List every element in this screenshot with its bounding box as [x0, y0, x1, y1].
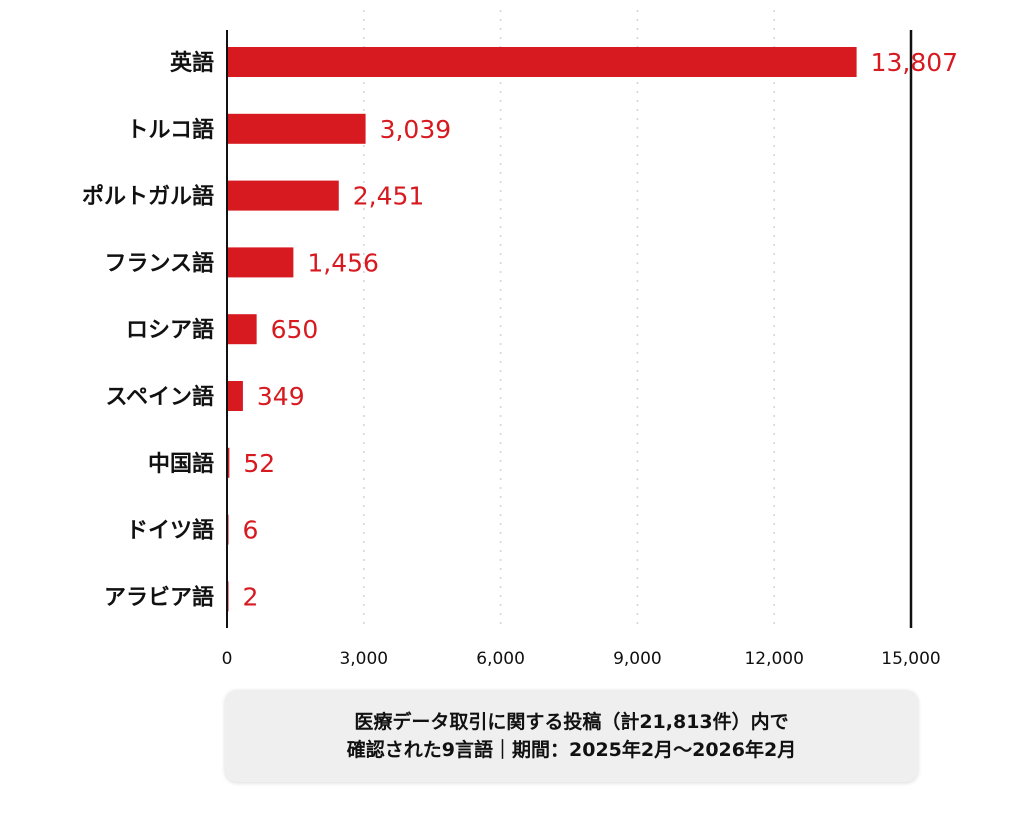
x-tick-label: 6,000	[476, 649, 525, 669]
value-label: 3,039	[380, 115, 452, 144]
category-label: ロシア語	[126, 317, 214, 343]
category-label: トルコ語	[126, 117, 214, 143]
x-tick-label: 12,000	[744, 649, 803, 669]
category-label: アラビア語	[104, 584, 214, 610]
axes	[226, 30, 913, 628]
value-label: 650	[271, 315, 319, 344]
caption-box: 医療データ取引に関する投稿（計21,813件）内で 確認された9言語｜期間：20…	[225, 690, 918, 782]
bars	[227, 47, 857, 612]
bar	[227, 113, 366, 144]
category-label: 英語	[170, 50, 214, 76]
category-label: 中国語	[148, 451, 214, 477]
bar	[227, 180, 339, 211]
value-label: 2,451	[353, 182, 425, 211]
category-label: ドイツ語	[126, 518, 214, 544]
value-label: 6	[243, 516, 259, 545]
category-label: スペイン語	[106, 384, 214, 410]
caption-line-1: 医療データ取引に関する投稿（計21,813件）内で	[354, 711, 789, 733]
bar	[227, 247, 294, 278]
caption-line-2: 確認された9言語｜期間：2025年2月〜2026年2月	[346, 739, 797, 761]
value-label: 1,456	[307, 248, 379, 277]
value-label: 52	[243, 449, 275, 478]
x-tick-label: 15,000	[881, 649, 940, 669]
bar	[227, 381, 243, 411]
category-label: ポルトガル語	[82, 184, 214, 210]
grid-lines	[362, 10, 776, 628]
bar	[227, 47, 857, 77]
bar-chart: 13,807英語3,039トルコ語2,451ポルトガル語1,456フランス語65…	[82, 10, 958, 669]
category-label: フランス語	[104, 250, 214, 276]
labels: 13,807英語3,039トルコ語2,451ポルトガル語1,456フランス語65…	[82, 48, 958, 669]
x-tick-label: 9,000	[613, 649, 662, 669]
value-label: 13,807	[871, 48, 958, 77]
x-tick-label: 0	[222, 649, 233, 669]
bar	[227, 447, 230, 478]
value-label: 349	[257, 382, 305, 411]
x-tick-label: 3,000	[339, 649, 388, 669]
bar	[227, 314, 257, 345]
value-label: 2	[243, 582, 259, 611]
